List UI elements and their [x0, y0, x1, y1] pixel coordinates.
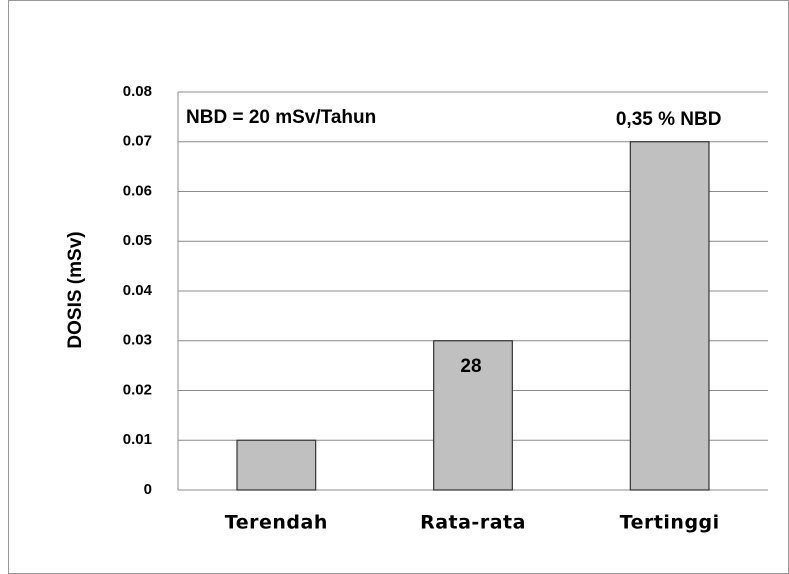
y-tick-label: 0.04 [123, 282, 153, 299]
annotation: 0,35 % NBD [616, 109, 722, 130]
y-tick-label: 0 [144, 481, 152, 498]
bar [236, 439, 317, 491]
annotation: NBD = 20 mSv/Tahun [186, 107, 376, 128]
bar [629, 141, 710, 491]
y-tick-label: 0.07 [123, 133, 152, 150]
y-tick-label: 0.06 [123, 182, 152, 199]
x-tick-label: Terendah [225, 512, 328, 534]
x-tick-label: Rata-rata [420, 512, 526, 534]
y-tick-label: 0.05 [123, 232, 152, 249]
bar [433, 340, 513, 491]
annotation: 28 [460, 356, 481, 377]
y-tick-label: 0.08 [123, 83, 152, 100]
y-axis-label: DOSIS (mSv) [65, 231, 86, 348]
y-tick-label: 0.01 [123, 431, 152, 448]
y-tick-label: 0.02 [123, 381, 152, 398]
x-tick-label: Tertinggi [620, 512, 720, 534]
y-tick-label: 0.03 [123, 332, 152, 349]
